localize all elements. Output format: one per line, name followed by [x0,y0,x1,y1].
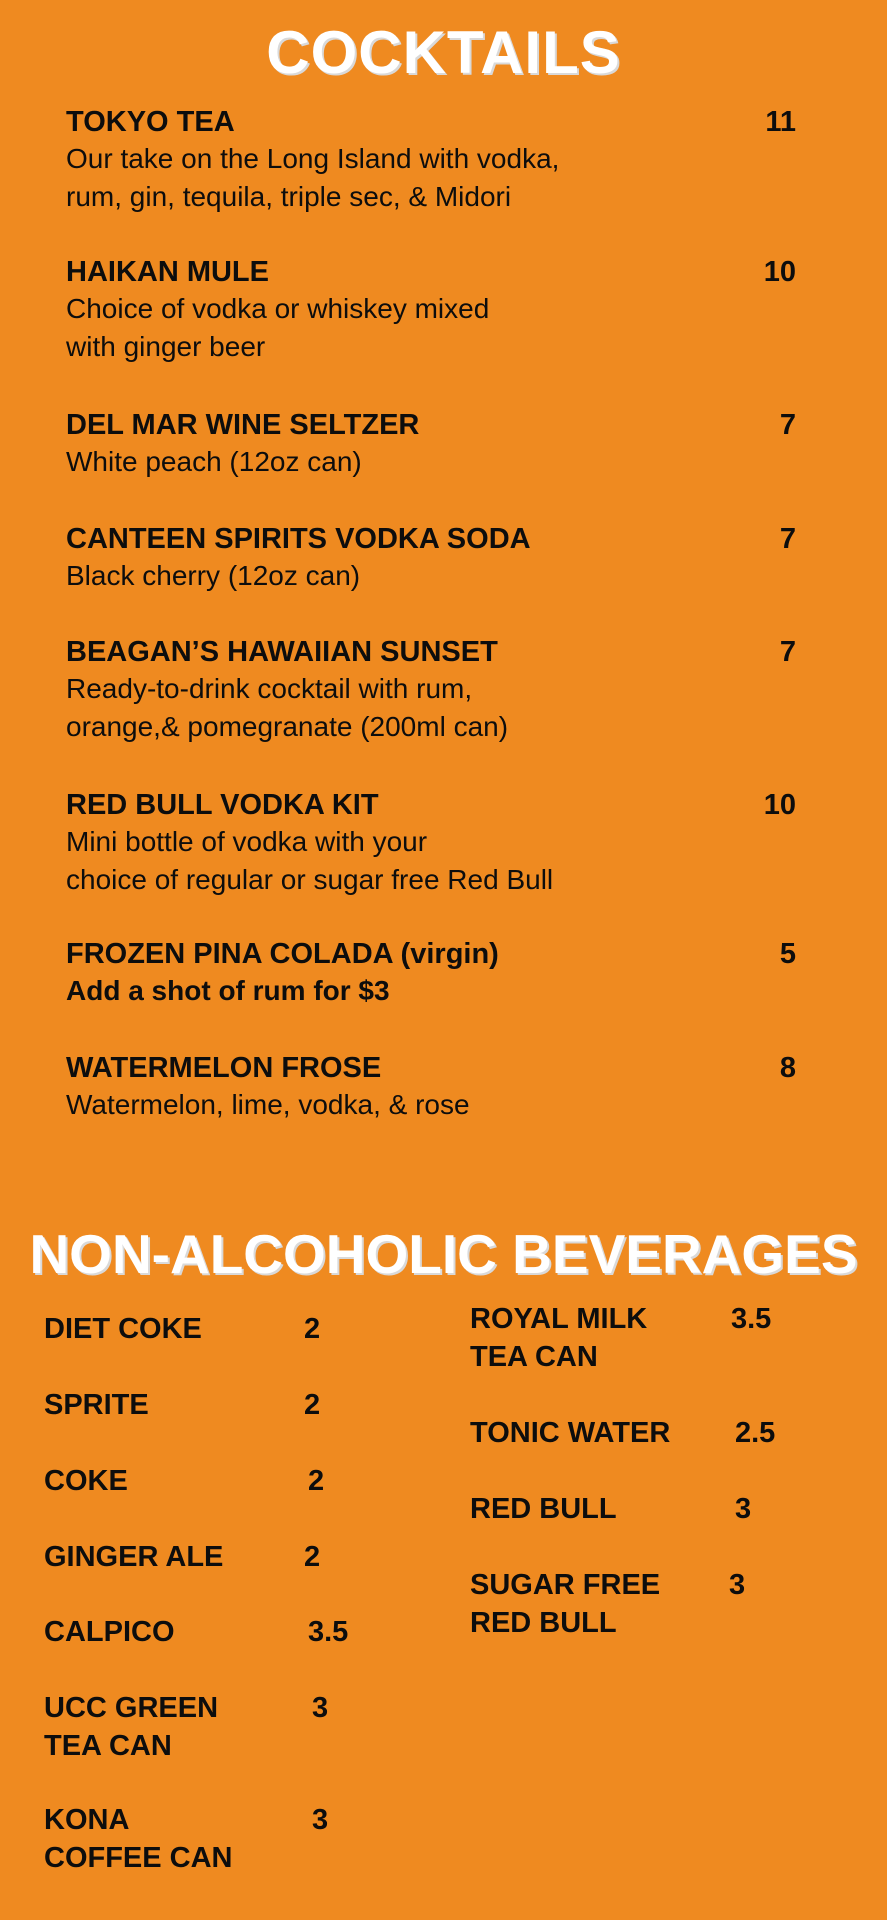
item-description: White peach (12oz can) [66,446,362,477]
item-description: Choice of vodka or whiskey mixed with gi… [66,293,490,362]
beverage-name: ROYAL MILK TEA CAN [470,1303,648,1373]
beverage-name: KONA COFFEE CAN [44,1804,233,1874]
item-description: Watermelon, lime, vodka, & rose [66,1089,470,1120]
item-price: 7 [779,523,796,555]
item-price: 10 [763,789,796,821]
beverage-price: 2 [304,1541,321,1573]
item-price: 8 [779,1052,796,1084]
menu-item: WATERMELON FROSE 8 Watermelon, lime, vod… [66,1050,796,1124]
menu-item: BEAGAN’S HAWAIIAN SUNSET 7 Ready-to-drin… [66,634,796,746]
beverage-name: GINGER ALE [44,1541,224,1573]
cocktails-heading: COCKTAILS [266,19,621,86]
menu-item: DEL MAR WINE SELTZER 7 White peach (12oz… [66,407,796,481]
beverage-name: SUGAR FREE RED BULL [470,1569,661,1639]
item-price: 7 [779,636,796,668]
item-description: Ready-to-drink cocktail with rum, orange… [66,673,509,742]
item-name: CANTEEN SPIRITS VODKA SODA [66,523,531,555]
beverage-price: 2.5 [735,1417,776,1449]
item-price: 11 [765,106,796,138]
item-description: Mini bottle of vodka with your choice of… [66,826,554,895]
item-description: Black cherry (12oz can) [66,560,361,591]
beverage-name: SPRITE [44,1389,149,1421]
item-description: Add a shot of rum for $3 [66,975,390,1006]
item-name: WATERMELON FROSE [66,1052,382,1084]
beverage-price: 3 [735,1493,752,1525]
item-price: 10 [763,256,796,288]
beverage-name: TONIC WATER [470,1417,671,1449]
beverage-price: 2 [304,1389,321,1421]
menu-item: CANTEEN SPIRITS VODKA SODA 7 Black cherr… [66,521,796,595]
item-price: 7 [779,409,796,441]
menu-item: FROZEN PINA COLADA (virgin) 5 Add a shot… [66,936,796,1010]
beverage-price: 3 [312,1804,329,1836]
beverage-name: COKE [44,1465,128,1497]
beverage-price: 3.5 [731,1303,772,1335]
item-name: BEAGAN’S HAWAIIAN SUNSET [66,636,498,668]
beverage-name: DIET COKE [44,1313,202,1345]
menu-item: HAIKAN MULE 10 Choice of vodka or whiske… [66,254,796,366]
beverage-price: 2 [304,1313,321,1345]
item-name: RED BULL VODKA KIT [66,789,379,821]
item-description: Our take on the Long Island with vodka, … [66,143,560,212]
beverage-price: 2 [308,1465,325,1497]
item-name: FROZEN PINA COLADA (virgin) [66,938,499,970]
item-name: DEL MAR WINE SELTZER [66,409,420,441]
item-name: TOKYO TEA [66,106,235,138]
non-alcoholic-heading: NON-ALCOHOLIC BEVERAGES [29,1223,858,1285]
beverage-price: 3.5 [308,1616,349,1648]
beverage-name: RED BULL [470,1493,617,1525]
beverage-price: 3 [312,1692,329,1724]
menu-item: RED BULL VODKA KIT 10 Mini bottle of vod… [66,787,796,899]
item-name: HAIKAN MULE [66,256,269,288]
beverage-name: CALPICO [44,1616,175,1648]
menu-item: TOKYO TEA 11 Our take on the Long Island… [66,104,796,216]
beverage-price: 3 [729,1569,746,1601]
item-price: 5 [779,938,796,970]
beverage-name: UCC GREEN TEA CAN [44,1692,219,1762]
